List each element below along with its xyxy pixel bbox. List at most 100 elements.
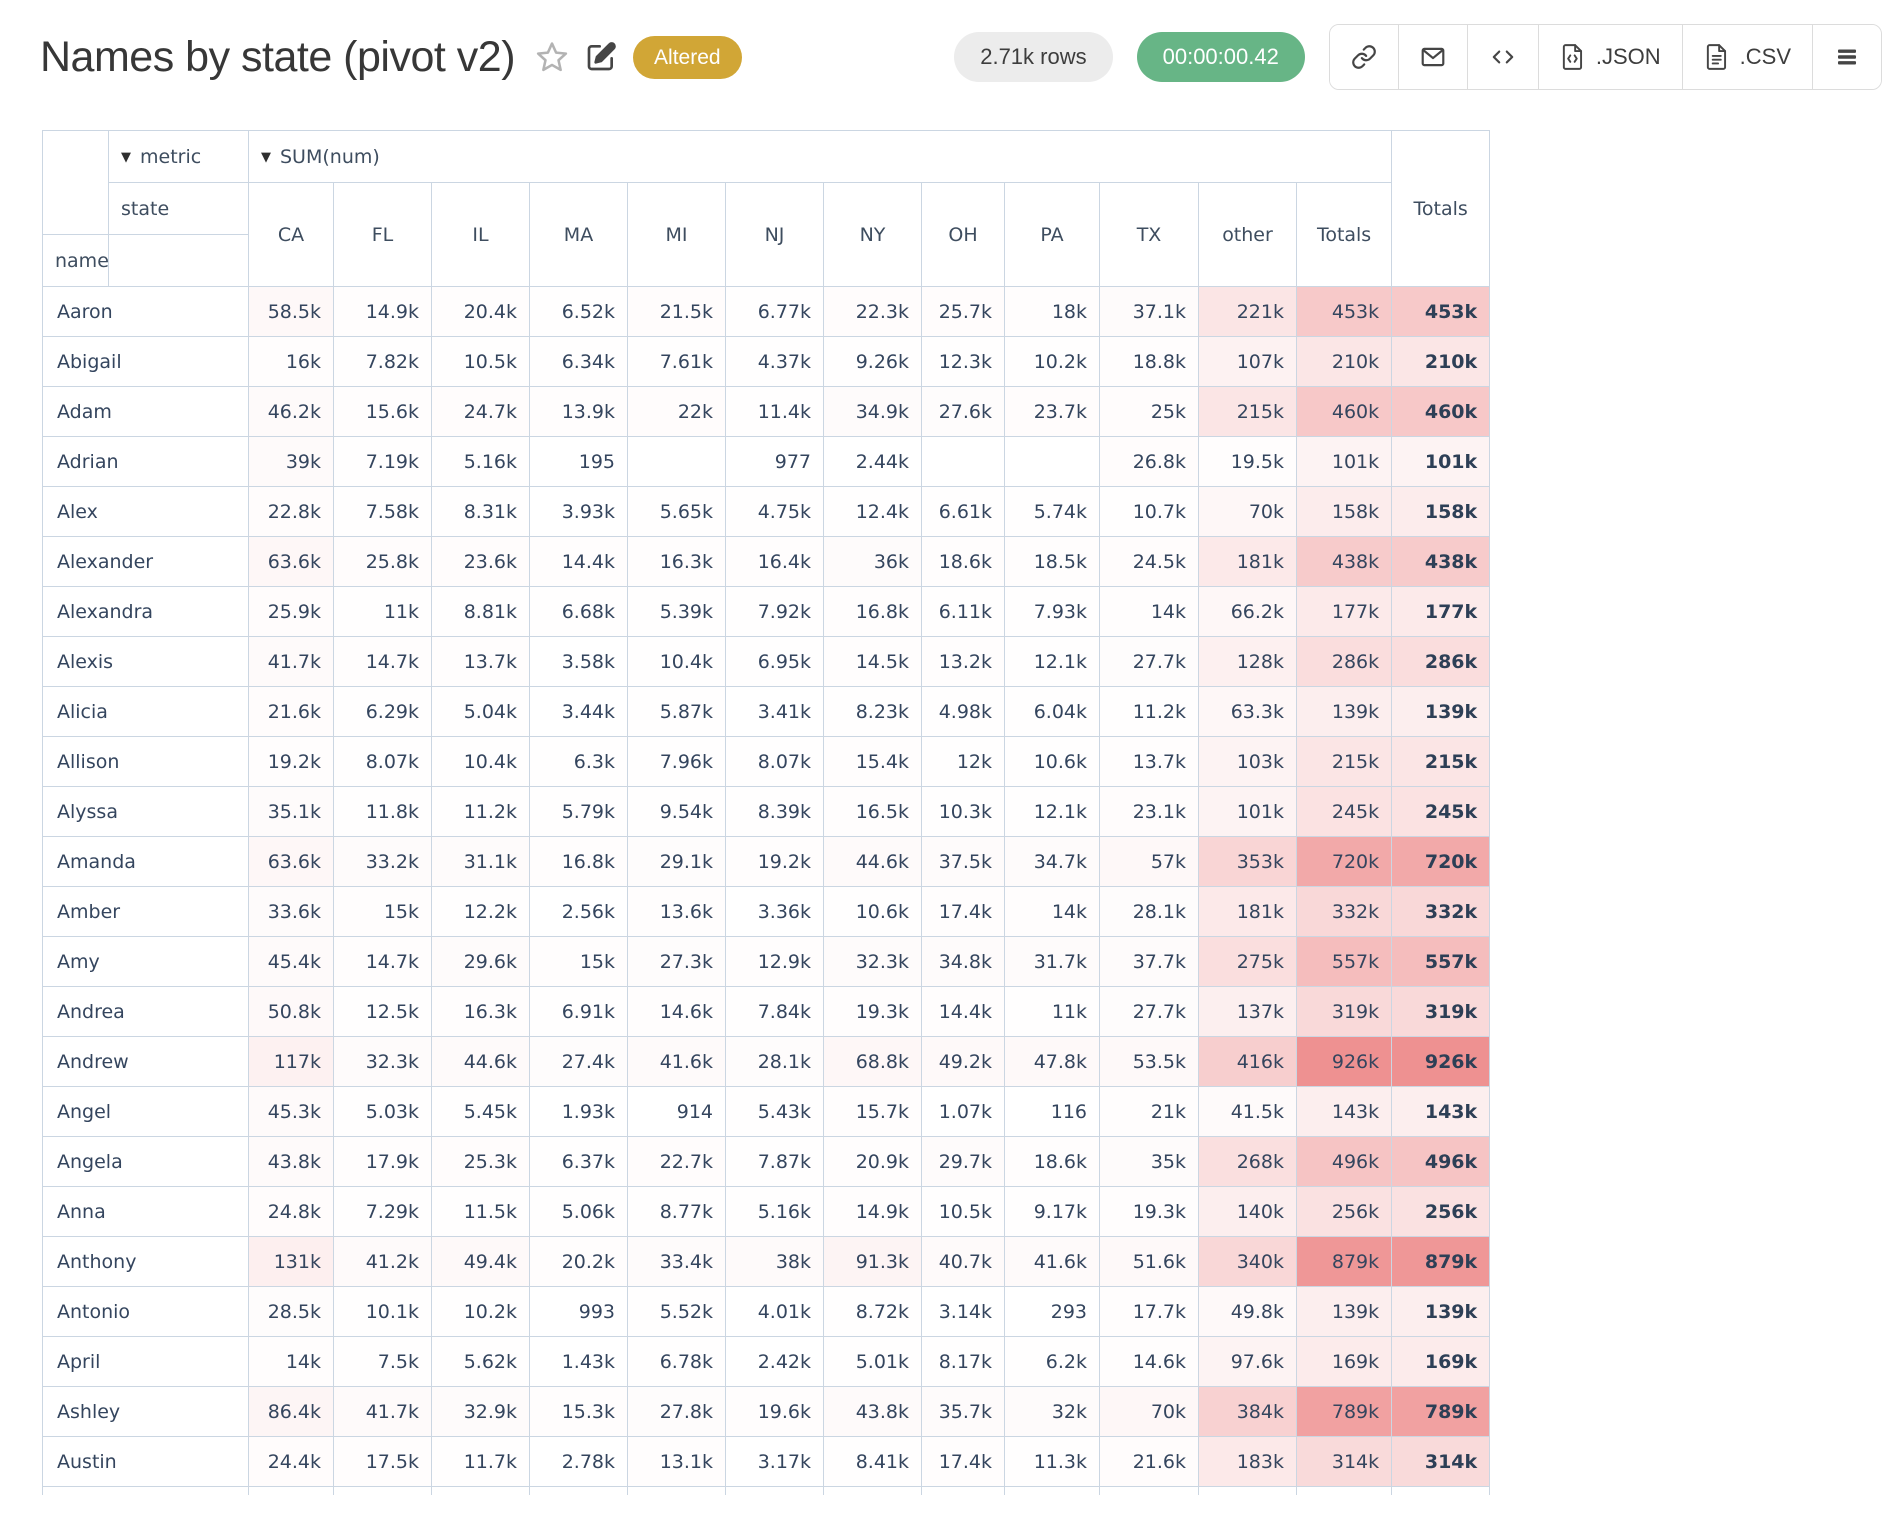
col-axis-label[interactable]: state — [108, 182, 249, 235]
pivot-value-cell: 49.2k — [921, 1036, 1005, 1087]
pivot-value-cell: 16.3k — [431, 986, 530, 1037]
row-grand-total-cell: 438k — [1391, 536, 1491, 587]
pivot-value-cell: 2.42k — [725, 1336, 824, 1387]
pivot-value-cell: 8.07k — [725, 736, 824, 787]
status-badge[interactable]: Altered — [633, 35, 742, 79]
pivot-value-cell: 5.52k — [627, 1286, 726, 1337]
pivot-value-cell: 91.3k — [823, 1236, 922, 1287]
row-label-amanda: Amanda — [42, 836, 249, 887]
pivot-value-cell: 41.7k — [248, 636, 334, 687]
pivot-value-cell: 19.3k — [1099, 1186, 1199, 1237]
pivot-value-cell: 25.7k — [921, 286, 1005, 337]
pivot-value-cell: 2.56k — [529, 886, 628, 937]
pivot-value-cell: 14k — [1099, 586, 1199, 637]
star-icon[interactable] — [535, 40, 569, 74]
row-grand-total-cell: 557k — [1391, 936, 1491, 987]
pivot-value-cell: 353k — [1198, 836, 1297, 887]
pivot-value-cell: 14.4k — [921, 986, 1005, 1037]
pivot-value-cell: 51.6k — [1099, 1236, 1199, 1287]
pivot-value-cell: 4.01k — [725, 1286, 824, 1337]
pivot-value-cell: 14k — [1004, 886, 1100, 937]
pivot-value-cell: 15k — [529, 936, 628, 987]
export-json-button[interactable]: .JSON — [1537, 25, 1682, 89]
row-grand-total-cell: 286k — [1391, 636, 1491, 687]
row-grand-total-cell: 332k — [1391, 886, 1491, 937]
row-axis-label[interactable]: name — [42, 234, 109, 287]
table-row: Alicia 21.6k 6.29k 5.04k 3.44k 5.87k 3.41k 8.23… — [42, 686, 1491, 737]
row-grand-total-cell: 143k — [1391, 1086, 1491, 1137]
column-header-fl: FL — [333, 182, 432, 287]
pivot-value-cell: 8.07k — [333, 736, 432, 787]
pivot-value-cell: 26.8k — [1099, 436, 1199, 487]
pivot-value-cell: 45.3k — [248, 1086, 334, 1137]
pivot-value-cell: 11.8k — [333, 786, 432, 837]
pivot-value-cell: 17.7k — [1099, 1286, 1199, 1337]
pivot-value-cell: 34.8k — [921, 936, 1005, 987]
pivot-value-cell: 28.1k — [725, 1036, 824, 1087]
pivot-value-cell: 32k — [1004, 1386, 1100, 1437]
pivot-value-cell: 11.2k — [1099, 686, 1199, 737]
pivot-value-cell: 44.6k — [823, 836, 922, 887]
pivot-value-cell: 29.7k — [921, 1136, 1005, 1187]
metric-axis-dropdown[interactable]: ▼ metric — [108, 130, 249, 183]
pivot-value-cell: 2.78k — [529, 1436, 628, 1487]
pivot-value-cell: 15k — [333, 886, 432, 937]
pivot-value-cell: 18.8k — [1099, 336, 1199, 387]
table-row: Alex 22.8k 7.58k 8.31k 3.93k 5.65k 4.75k 12.4k 6… — [42, 486, 1491, 537]
pivot-value-cell: 6.68k — [529, 586, 628, 637]
embed-code-button[interactable] — [1466, 25, 1538, 89]
pivot-value-cell: 210k — [1295, 336, 1393, 387]
pivot-value-cell: 3.17k — [725, 1436, 824, 1487]
pivot-value-cell: 460k — [1295, 386, 1393, 437]
pivot-value-cell: 7.61k — [627, 336, 726, 387]
pivot-value-cell: 22k — [627, 386, 726, 437]
pivot-value-cell: 14.6k — [627, 986, 726, 1037]
pivot-value-cell: 44.6k — [431, 1036, 530, 1087]
pivot-value-cell: 195 — [529, 436, 628, 487]
column-header-nj: NJ — [725, 182, 824, 287]
pivot-value-cell: 5.04k — [431, 686, 530, 737]
pivot-value-cell: 245k — [1295, 786, 1393, 837]
aggregator-dropdown[interactable]: ▼ SUM(num) — [247, 130, 1393, 183]
partial-row — [42, 1486, 1491, 1495]
edit-icon[interactable] — [585, 41, 617, 73]
table-row: April 14k 7.5k 5.62k 1.43k 6.78k 2.42k 5.01k 8.1… — [42, 1336, 1491, 1387]
row-grand-total-cell: 139k — [1391, 1286, 1491, 1337]
pivot-value-cell: 53.5k — [1099, 1036, 1199, 1087]
pivot-value-cell: 17.4k — [921, 1436, 1005, 1487]
more-options-button[interactable] — [1812, 25, 1881, 89]
pivot-value-cell: 977 — [725, 436, 824, 487]
row-label-alyssa: Alyssa — [42, 786, 249, 837]
column-header-mi: MI — [627, 182, 726, 287]
pivot-value-cell: 6.91k — [529, 986, 628, 1037]
row-label-alex: Alex — [42, 486, 249, 537]
row-grand-total-cell: 314k — [1391, 1436, 1491, 1487]
row-label-amber: Amber — [42, 886, 249, 937]
row-label-alicia: Alicia — [42, 686, 249, 737]
pivot-value-cell: 28.1k — [1099, 886, 1199, 937]
pivot-value-cell: 13.6k — [627, 886, 726, 937]
pivot-value-cell — [1004, 436, 1100, 487]
pivot-value-cell: 14.7k — [333, 936, 432, 987]
partial-cell — [1295, 1486, 1393, 1495]
pivot-value-cell: 6.34k — [529, 336, 628, 387]
pivot-value-cell: 117k — [248, 1036, 334, 1087]
pivot-value-cell: 5.45k — [431, 1086, 530, 1137]
copy-link-button[interactable] — [1329, 25, 1398, 89]
table-row: Alexis 41.7k 14.7k 13.7k 3.58k 10.4k 6.95k 14.5… — [42, 636, 1491, 687]
email-button[interactable] — [1397, 25, 1467, 89]
export-csv-button[interactable]: .CSV — [1681, 25, 1812, 89]
pivot-value-cell: 13.2k — [921, 636, 1005, 687]
pivot-value-cell: 11.7k — [431, 1436, 530, 1487]
pivot-value-cell: 11k — [1004, 986, 1100, 1037]
pivot-value-cell: 38k — [725, 1236, 824, 1287]
pivot-value-cell: 14.5k — [823, 636, 922, 687]
table-row: Abigail 16k 7.82k 10.5k 6.34k 7.61k 4.37k 9.26k… — [42, 336, 1491, 387]
pivot-value-cell: 7.19k — [333, 436, 432, 487]
pivot-value-cell: 3.36k — [725, 886, 824, 937]
pivot-value-cell: 11k — [333, 586, 432, 637]
pivot-value-cell: 169k — [1295, 1336, 1393, 1387]
pivot-value-cell: 3.93k — [529, 486, 628, 537]
pivot-value-cell: 31.1k — [431, 836, 530, 887]
pivot-value-cell: 32.9k — [431, 1386, 530, 1437]
